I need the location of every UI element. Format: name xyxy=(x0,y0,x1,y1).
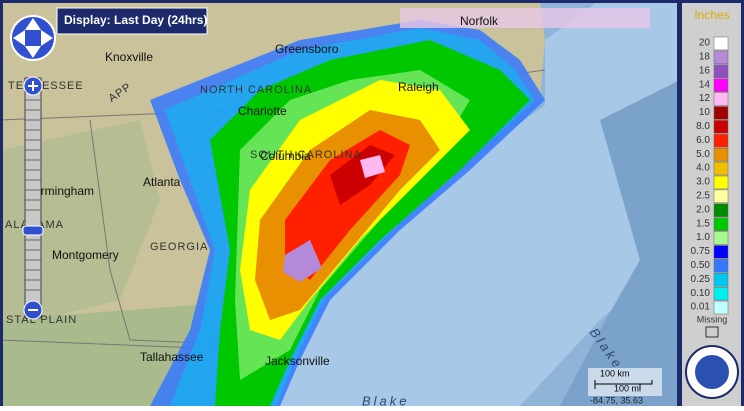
legend-swatch xyxy=(713,78,729,92)
legend-label: 3.0 xyxy=(696,177,710,188)
map: Knoxville Greensboro Raleigh Norfolk Cha… xyxy=(3,3,677,406)
legend-label: 12 xyxy=(699,93,711,104)
region-label: TENNESSEE xyxy=(8,80,84,92)
region-label: GEORGIA xyxy=(150,241,208,253)
legend-label: 18 xyxy=(699,52,711,63)
rainfall xyxy=(150,20,545,406)
pan-arrows xyxy=(13,18,53,58)
legend-swatch xyxy=(713,300,729,315)
city-label: Greensboro xyxy=(275,42,339,56)
legend-swatch xyxy=(713,286,729,301)
legend-swatch xyxy=(713,50,729,65)
legend-label: 8.0 xyxy=(696,121,710,132)
legend-label: 14 xyxy=(699,79,711,90)
legend-label: 6.0 xyxy=(696,135,710,146)
legend-swatch xyxy=(713,106,729,120)
scale-bar: 100 km 100 mi -84.75, 35.63 xyxy=(588,368,662,405)
legend-label: 2.5 xyxy=(696,191,710,202)
legend-label: 1.5 xyxy=(696,218,710,229)
city-label: Knoxville xyxy=(105,50,153,64)
legend-label: 2.0 xyxy=(696,204,710,215)
zoom-control xyxy=(10,15,56,320)
city-label: Columbia xyxy=(260,149,311,163)
scale-line xyxy=(594,380,653,389)
scale-box xyxy=(588,368,662,396)
display-label: Display: Last Day (24hrs) xyxy=(64,13,207,27)
scale-mi: 100 mi xyxy=(614,383,641,393)
legend-label: 0.01 xyxy=(691,302,711,313)
plus xyxy=(28,81,38,91)
region-label: STAL PLAIN xyxy=(6,314,77,326)
legend-label: 5.0 xyxy=(696,149,710,160)
city-label: Jacksonville xyxy=(265,354,330,368)
legend-swatch xyxy=(713,259,729,273)
legend-label: 20 xyxy=(699,38,711,49)
zoom-ticks xyxy=(25,99,41,291)
legend-label: 0.75 xyxy=(691,246,711,257)
region-label: NORTH CAROLINA xyxy=(200,84,312,96)
legend-swatch xyxy=(713,161,729,176)
legend-label: 10 xyxy=(699,107,711,118)
rain-area xyxy=(360,155,385,178)
legend-swatch xyxy=(713,245,729,259)
legend-label: 16 xyxy=(699,65,711,76)
legend-swatch xyxy=(713,36,729,51)
deep-ocean xyxy=(560,81,677,406)
legend-swatch xyxy=(713,147,729,162)
legend-swatch xyxy=(713,217,729,231)
legend-swatch xyxy=(713,92,729,106)
legend-label: 0.50 xyxy=(691,260,711,271)
legend-label: 4.0 xyxy=(696,163,710,174)
legend-panel xyxy=(682,3,741,406)
legend-title: Inches xyxy=(694,8,729,22)
city-label: Montgomery xyxy=(52,248,119,262)
city-label: Raleigh xyxy=(398,80,439,94)
legend-label: 0.10 xyxy=(691,288,711,299)
city-label: Norfolk xyxy=(460,14,499,28)
legend-swatch xyxy=(713,203,729,217)
shelf xyxy=(275,3,677,406)
legend-swatch xyxy=(713,175,729,190)
coordinates: -84.75, 35.63 xyxy=(590,395,643,405)
zoom-thumb[interactable] xyxy=(22,225,44,236)
scale-km: 100 km xyxy=(600,368,630,378)
legend-label: 0.25 xyxy=(691,274,711,285)
legend-label: 1.0 xyxy=(696,232,710,243)
legend-swatch xyxy=(713,273,729,287)
legend-swatch xyxy=(713,231,729,245)
legend-swatch xyxy=(713,64,729,78)
legend: Inches Missing 20 18 16 14 12 10 8.0 6.0 5.0 4.0 3… xyxy=(682,3,741,406)
legend-swatch xyxy=(713,134,729,148)
noaa-logo-inner xyxy=(695,355,729,389)
zoom-track[interactable] xyxy=(24,77,42,319)
terrain xyxy=(3,120,160,330)
region-label: SOUTH CAROLINA xyxy=(250,149,362,161)
overlay-band xyxy=(400,8,650,28)
legend-swatch xyxy=(713,120,729,134)
city-label: Charlotte xyxy=(238,104,287,118)
rain-area xyxy=(283,240,322,282)
legend-swatch xyxy=(713,189,729,204)
city-label: Tallahassee xyxy=(140,350,204,364)
display-box[interactable] xyxy=(56,7,208,35)
pan-control[interactable] xyxy=(10,15,56,61)
missing-swatch xyxy=(705,326,719,338)
legend-missing: Missing xyxy=(697,314,728,324)
city-label: Birmingham xyxy=(30,184,94,198)
water-label: Blake xyxy=(362,393,410,406)
city-label: Atlanta xyxy=(143,175,181,189)
